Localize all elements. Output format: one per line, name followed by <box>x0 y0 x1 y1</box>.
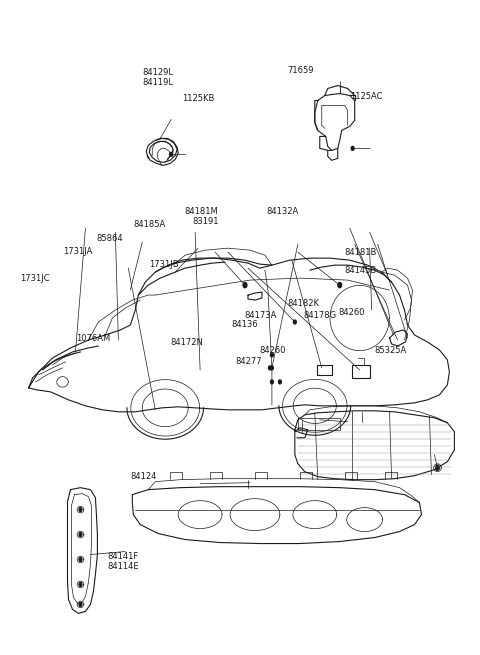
Text: 1731JC: 1731JC <box>20 274 49 283</box>
Text: 84260: 84260 <box>338 308 365 317</box>
Polygon shape <box>435 465 439 470</box>
Polygon shape <box>79 508 82 512</box>
Text: 84119L: 84119L <box>142 78 173 87</box>
Polygon shape <box>271 380 273 384</box>
Polygon shape <box>79 603 82 607</box>
Text: 1731JB: 1731JB <box>149 259 179 269</box>
Text: 71659: 71659 <box>287 66 313 75</box>
Text: 84185A: 84185A <box>134 221 166 229</box>
Polygon shape <box>338 282 342 288</box>
Text: 84124: 84124 <box>130 472 156 481</box>
Text: 84132A: 84132A <box>266 207 299 215</box>
Text: 85864: 85864 <box>96 234 123 242</box>
Text: 84181M: 84181M <box>184 207 218 215</box>
Polygon shape <box>79 533 82 536</box>
Polygon shape <box>170 153 173 157</box>
Polygon shape <box>351 147 354 151</box>
Polygon shape <box>293 320 296 324</box>
Text: 84114E: 84114E <box>107 561 139 571</box>
Text: 85325A: 85325A <box>374 346 406 355</box>
Polygon shape <box>271 353 273 357</box>
Text: 83191: 83191 <box>192 217 218 225</box>
Text: 1731JA: 1731JA <box>63 246 92 255</box>
Text: 1125AC: 1125AC <box>350 92 383 101</box>
Polygon shape <box>79 582 82 586</box>
Text: 84172N: 84172N <box>170 338 204 347</box>
Text: 84141F: 84141F <box>107 552 138 561</box>
Polygon shape <box>278 380 281 384</box>
Text: 84129L: 84129L <box>142 68 173 77</box>
Text: 1076AM: 1076AM <box>76 333 110 343</box>
Text: 84145B: 84145B <box>344 266 377 275</box>
Text: 84181B: 84181B <box>344 248 377 257</box>
Polygon shape <box>271 366 273 370</box>
Text: 84260: 84260 <box>259 346 286 355</box>
Polygon shape <box>243 282 247 288</box>
Text: 84178G: 84178G <box>303 310 336 320</box>
Polygon shape <box>79 557 82 561</box>
Text: 84136: 84136 <box>232 320 259 329</box>
Text: 84173A: 84173A <box>245 310 277 320</box>
Text: 1125KB: 1125KB <box>182 94 215 103</box>
Polygon shape <box>268 366 271 370</box>
Text: 84277: 84277 <box>235 357 262 366</box>
Text: 84182K: 84182K <box>287 299 319 308</box>
